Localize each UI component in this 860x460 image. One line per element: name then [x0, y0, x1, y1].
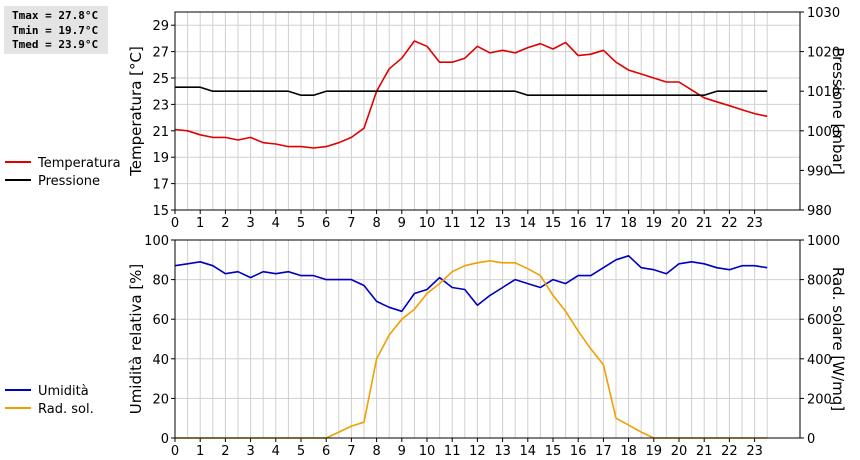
x-tick-label: 1 — [196, 216, 204, 231]
plot-frame — [174, 11, 801, 211]
x-tick-label: 4 — [272, 216, 280, 231]
y2-tick-label: 990 — [807, 164, 832, 179]
x-tick-label: 11 — [444, 216, 461, 231]
x-tick-label: 18 — [620, 216, 637, 231]
y-tick-label: 20 — [152, 392, 169, 407]
x-tick-label: 14 — [520, 216, 537, 231]
y2-axis-title: Rad. solare [W/mq] — [829, 267, 847, 411]
y-tick-label: 27 — [152, 46, 169, 61]
x-tick-label: 5 — [297, 444, 305, 459]
x-tick-label: 8 — [372, 216, 380, 231]
y-tick-label: 19 — [152, 151, 169, 166]
y2-tick-label: 1000 — [807, 125, 840, 140]
x-tick-label: 12 — [469, 444, 486, 459]
series-line-1 — [174, 255, 768, 313]
y2-tick-label: 200 — [807, 392, 832, 407]
x-tick-label: 1 — [196, 444, 204, 459]
y-tick-label: 100 — [144, 234, 169, 249]
y-axis-title: Umidità relativa [%] — [127, 264, 145, 415]
x-tick-label: 17 — [595, 444, 612, 459]
x-tick-label: 11 — [444, 444, 461, 459]
y-tick-label: 40 — [152, 353, 169, 368]
x-tick-label: 23 — [746, 444, 763, 459]
x-tick-label: 3 — [246, 216, 254, 231]
x-tick-label: 18 — [620, 444, 637, 459]
y-tick-label: 25 — [152, 72, 169, 87]
y2-tick-label: 400 — [807, 353, 832, 368]
series-line-1 — [174, 40, 768, 149]
x-tick-label: 2 — [221, 444, 229, 459]
stats-box: Tmax = 27.8°C Tmin = 19.7°C Tmed = 23.9°… — [4, 6, 108, 54]
y2-tick-label: 1000 — [807, 234, 840, 249]
legend-label-1: Temperatura — [37, 156, 121, 171]
x-tick-label: 7 — [347, 216, 355, 231]
plot-frame — [174, 239, 801, 439]
x-tick-label: 15 — [545, 216, 562, 231]
series-line-2 — [175, 86, 768, 96]
y2-tick-label: 1010 — [807, 85, 840, 100]
x-tick-label: 23 — [746, 216, 763, 231]
y2-tick-label: 0 — [807, 432, 815, 447]
x-tick-label: 12 — [469, 216, 486, 231]
y2-axis-title: Pressione [mbar] — [829, 47, 847, 175]
x-tick-label: 9 — [398, 216, 406, 231]
x-tick-label: 3 — [246, 444, 254, 459]
x-tick-label: 10 — [419, 216, 436, 231]
y-tick-label: 21 — [152, 125, 169, 140]
stats-tmed: Tmed = 23.9°C — [12, 38, 99, 51]
x-tick-label: 20 — [671, 444, 688, 459]
y-axis-title: Temperatura [°C] — [127, 46, 145, 177]
x-tick-label: 19 — [646, 216, 663, 231]
x-tick-label: 20 — [671, 216, 688, 231]
x-tick-label: 17 — [595, 216, 612, 231]
x-tick-label: 6 — [322, 444, 330, 459]
y-tick-label: 17 — [152, 178, 169, 193]
x-tick-label: 14 — [520, 444, 537, 459]
x-tick-label: 2 — [221, 216, 229, 231]
x-tick-label: 16 — [570, 216, 587, 231]
x-tick-label: 8 — [372, 444, 380, 459]
y2-tick-label: 800 — [807, 274, 832, 289]
y-tick-label: 0 — [161, 432, 169, 447]
legend-label-1: Umidità — [38, 384, 89, 399]
series-line-2 — [175, 259, 768, 439]
x-tick-label: 16 — [570, 444, 587, 459]
x-tick-label: 21 — [696, 216, 713, 231]
stats-tmax: Tmax = 27.8°C — [12, 9, 99, 22]
y-tick-label: 29 — [152, 19, 169, 34]
x-tick-label: 0 — [171, 216, 179, 231]
y2-tick-label: 1030 — [807, 6, 840, 21]
x-tick-label: 19 — [646, 444, 663, 459]
x-tick-label: 15 — [545, 444, 562, 459]
y2-tick-label: 1020 — [807, 46, 840, 61]
x-tick-label: 10 — [419, 444, 436, 459]
legend-label-2: Pressione — [38, 174, 100, 189]
x-tick-label: 9 — [398, 444, 406, 459]
y-tick-label: 15 — [152, 204, 169, 219]
x-tick-label: 7 — [347, 444, 355, 459]
x-tick-label: 13 — [494, 444, 511, 459]
x-tick-label: 4 — [272, 444, 280, 459]
x-tick-label: 13 — [494, 216, 511, 231]
stats-tmin: Tmin = 19.7°C — [12, 23, 99, 37]
y2-tick-label: 980 — [807, 204, 832, 219]
x-tick-label: 5 — [297, 216, 305, 231]
x-tick-label: 0 — [171, 444, 179, 459]
x-tick-label: 22 — [721, 216, 738, 231]
x-tick-label: 21 — [696, 444, 713, 459]
y2-tick-label: 600 — [807, 313, 832, 328]
y-tick-label: 80 — [152, 274, 169, 289]
y-tick-label: 60 — [152, 313, 169, 328]
y-tick-label: 23 — [152, 98, 169, 113]
legend-label-2: Rad. sol. — [38, 402, 94, 417]
x-tick-label: 22 — [721, 444, 738, 459]
x-tick-label: 6 — [322, 216, 330, 231]
